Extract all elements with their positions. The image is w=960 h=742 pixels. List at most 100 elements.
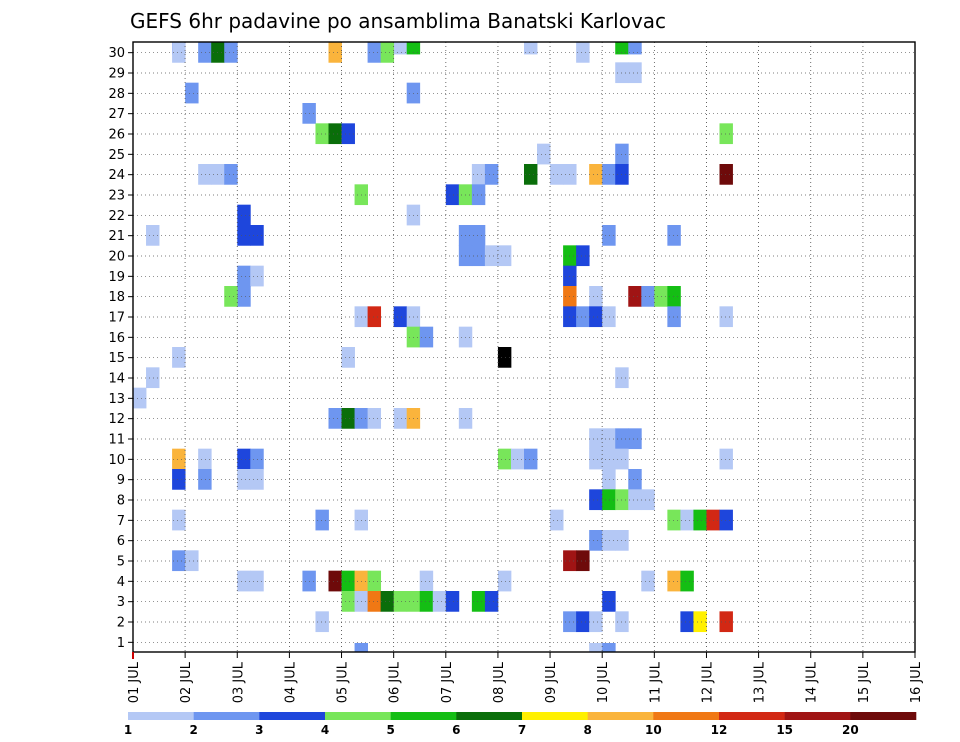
heat-cell <box>172 42 186 63</box>
y-tick-label: 26 <box>108 128 125 143</box>
heat-cell <box>224 164 238 185</box>
heat-cell <box>719 123 733 145</box>
y-tick-label: 24 <box>108 168 125 183</box>
colorbar-swatch <box>325 712 391 720</box>
heat-cell <box>719 448 733 470</box>
heat-cell <box>419 326 434 348</box>
heat-cell <box>680 570 694 592</box>
heat-cell <box>693 509 707 531</box>
heat-cell <box>315 509 329 531</box>
y-tick-label: 25 <box>108 148 125 163</box>
y-tick-label: 14 <box>108 372 125 387</box>
heat-cell <box>237 286 251 307</box>
heat-cell <box>576 42 590 63</box>
heat-cell <box>419 570 434 592</box>
heat-cell <box>198 448 212 470</box>
cells-layer <box>133 42 733 653</box>
y-tick-label: 18 <box>108 290 125 305</box>
x-tick-label: 13 JUL <box>753 661 768 703</box>
colorbar-swatch <box>193 712 260 720</box>
heat-cell <box>641 489 655 511</box>
heat-cell <box>576 245 590 267</box>
heat-cell <box>354 643 368 653</box>
colorbar-swatch <box>587 712 654 720</box>
heat-cell <box>380 42 395 63</box>
y-tick-label: 6 <box>117 534 125 549</box>
heat-cell <box>315 611 329 633</box>
y-tick-label: 16 <box>108 331 125 346</box>
heat-cell <box>328 408 342 429</box>
heat-cell <box>667 570 681 592</box>
y-tick-label: 29 <box>108 67 125 82</box>
colorbar-label: 15 <box>776 723 793 737</box>
colorbar-label: 4 <box>321 723 329 737</box>
heat-cell <box>497 448 512 470</box>
x-tick-label: 06 JUL <box>388 661 403 703</box>
colorbar-label: 8 <box>583 723 591 737</box>
heat-cell <box>628 62 642 84</box>
heat-cell <box>471 164 486 185</box>
heat-cell <box>484 164 499 185</box>
heat-cell <box>328 123 342 145</box>
heat-cell <box>471 591 486 612</box>
heat-cell <box>589 489 603 511</box>
heat-cell <box>341 570 355 592</box>
colorbar-label: 20 <box>842 723 859 737</box>
heat-cell <box>445 591 460 612</box>
x-tick-label: 05 JUL <box>336 661 351 703</box>
colorbar-swatch <box>522 712 588 720</box>
heat-cell <box>602 530 616 551</box>
heat-cell <box>693 611 707 633</box>
heat-cell <box>497 570 512 592</box>
heat-cell <box>315 123 329 145</box>
colorbar-swatch <box>390 712 457 720</box>
heat-cell <box>367 42 382 63</box>
heat-cell <box>602 225 616 246</box>
heat-cell <box>341 123 355 145</box>
heat-cell <box>680 509 694 531</box>
colorbar-label: 3 <box>255 723 263 737</box>
heat-cell <box>172 448 186 470</box>
x-tick-label: 14 JUL <box>805 661 820 703</box>
x-tick-label: 15 JUL <box>857 661 872 703</box>
plot-frame <box>132 41 916 653</box>
x-tick-label: 04 JUL <box>283 661 298 703</box>
x-tick-label: 11 JUL <box>648 661 663 703</box>
heat-cell <box>576 550 590 572</box>
heat-cell <box>589 306 603 328</box>
heat-cell <box>719 164 733 185</box>
x-tick-label: 12 JUL <box>700 661 715 703</box>
colorbar-swatch <box>850 712 917 720</box>
heat-cell <box>198 469 212 490</box>
heat-cell <box>341 408 355 429</box>
colorbar: 1 2 3 4 5 6 7 8 10 12 15 20 <box>124 712 917 737</box>
heat-cell <box>602 164 616 185</box>
heat-cell <box>341 347 355 368</box>
y-tick-label: 23 <box>108 189 125 204</box>
y-tick-label: 7 <box>117 514 125 529</box>
heat-cell <box>628 469 642 490</box>
heat-cell <box>667 306 681 328</box>
y-tick-label: 21 <box>108 229 125 244</box>
y-tick-label: 28 <box>108 87 125 102</box>
heat-cell <box>602 469 616 490</box>
heat-cell <box>367 408 382 429</box>
heat-cell <box>602 489 616 511</box>
heat-cell <box>497 245 512 267</box>
heat-cell <box>628 489 642 511</box>
x-tick-label: 10 JUL <box>596 661 611 703</box>
heat-cell <box>146 367 160 389</box>
x-tick-label: 16 JUL <box>909 661 924 703</box>
heat-cell <box>589 428 603 450</box>
colorbar-label: 1 <box>124 723 132 737</box>
heat-cell <box>589 611 603 633</box>
colorbar-label: 2 <box>189 723 197 737</box>
x-tick-label: 02 JUL <box>179 661 194 703</box>
y-tick-label: 19 <box>108 270 125 285</box>
axes-layer: 1234567891011121314151617181920212223242… <box>108 41 924 703</box>
heat-cell <box>146 225 160 246</box>
y-tick-label: 4 <box>117 575 125 590</box>
heat-cell <box>328 570 342 592</box>
x-tick-label: 07 JUL <box>440 661 455 703</box>
